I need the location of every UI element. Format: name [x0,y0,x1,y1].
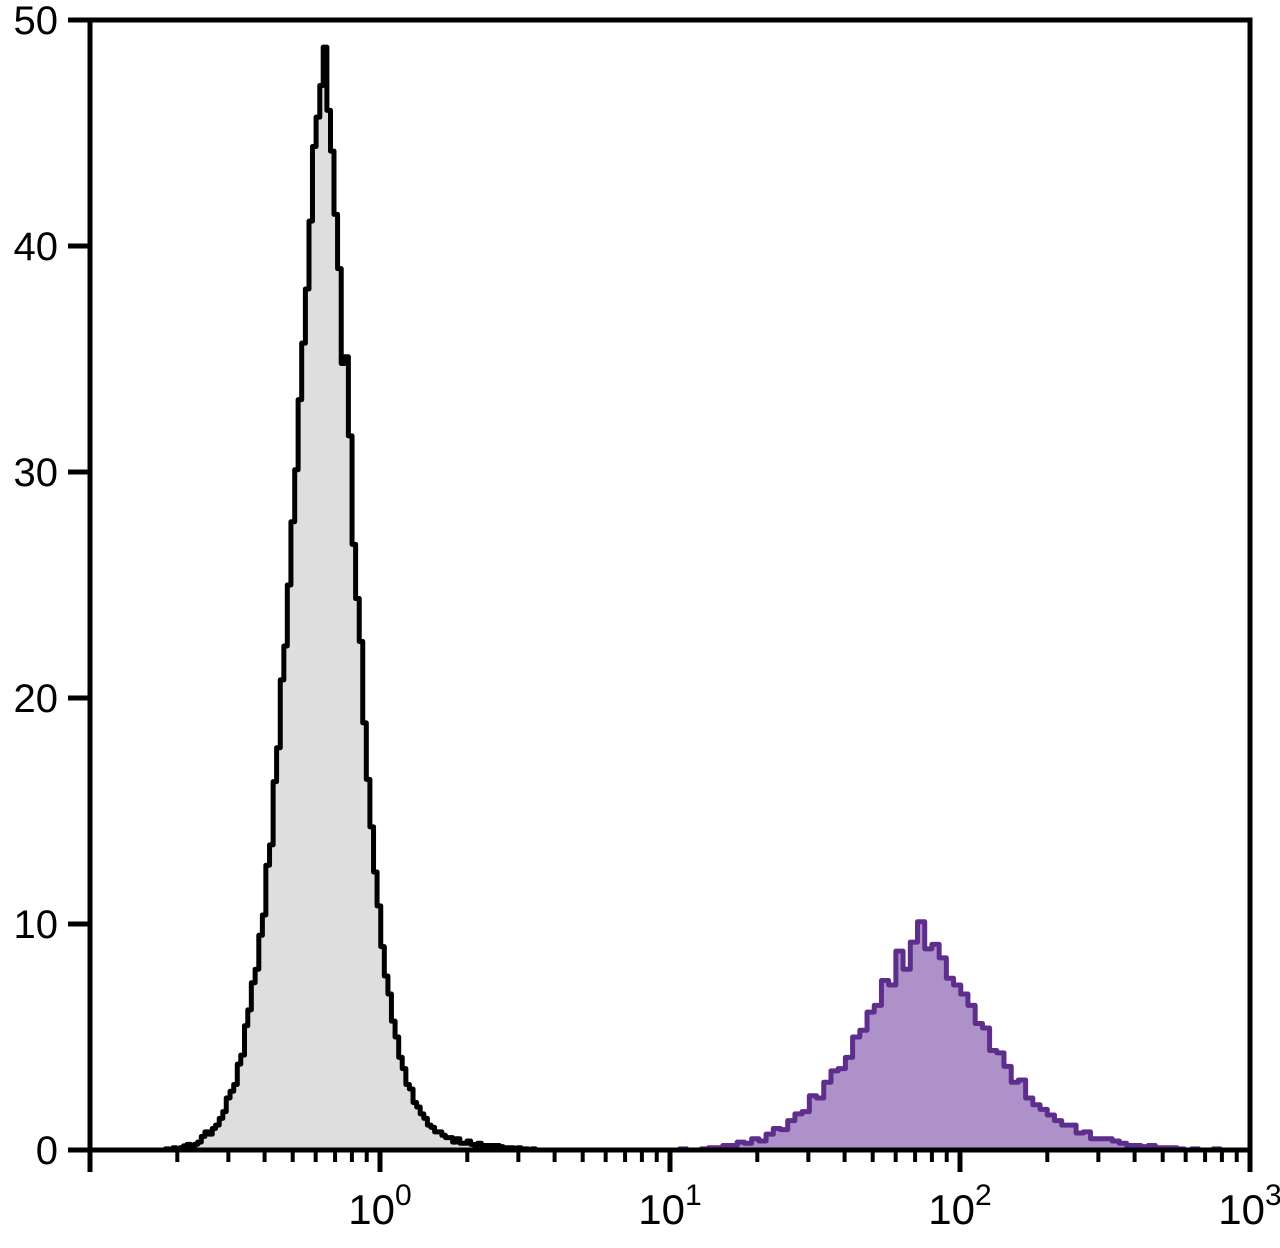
y-tick-label: 10 [14,903,59,947]
y-tick-label: 40 [14,225,59,269]
y-tick-label: 50 [14,0,59,43]
y-tick-label: 30 [14,451,59,495]
y-tick-label: 20 [14,677,59,721]
y-tick-label: 0 [36,1129,58,1173]
flow-cytometry-histogram: 01020304050100101102103 [0,0,1280,1248]
chart-svg: 01020304050100101102103 [0,0,1280,1248]
